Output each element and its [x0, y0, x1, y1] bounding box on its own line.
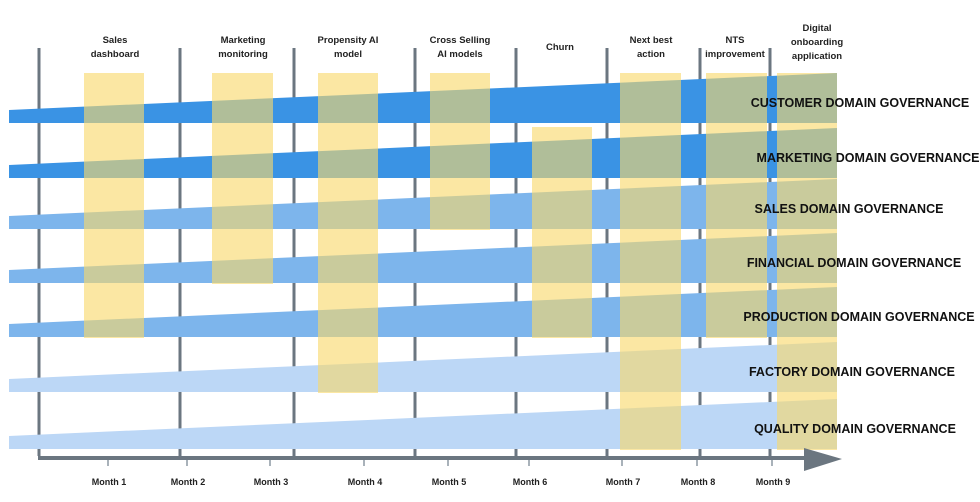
project-bar-churn	[532, 127, 592, 338]
lane-label-customer-domain-governance: CUSTOMER DOMAIN GOVERNANCE	[751, 96, 970, 110]
month-label-month-1: Month 1	[92, 477, 127, 487]
project-bar-sales-dashboard	[84, 73, 144, 338]
timeline-axis	[38, 448, 842, 471]
month-label-month-8: Month 8	[681, 477, 716, 487]
project-label-sales-dashboard: Sales dashboard	[91, 35, 140, 60]
month-label-month-3: Month 3	[254, 477, 289, 487]
lane-label-financial-domain-governance: FINANCIAL DOMAIN GOVERNANCE	[747, 256, 961, 270]
project-label-nts-improvement: NTS improvement	[705, 35, 765, 60]
project-label-cross-selling-ai-models: Cross Selling AI models	[430, 35, 491, 60]
lane-label-marketing-domain-governance: MARKETING DOMAIN GOVERNANCE	[757, 151, 980, 165]
lane-band-quality-domain-governance	[9, 399, 837, 449]
project-bar-propensity-ai-model	[318, 73, 378, 393]
project-label-digital-onboarding-application: Digital onboarding application	[791, 23, 843, 62]
project-label-marketing-monitoring: Marketing monitoring	[218, 35, 268, 60]
project-columns	[84, 73, 837, 450]
lane-label-factory-domain-governance: FACTORY DOMAIN GOVERNANCE	[749, 365, 955, 379]
month-label-month-7: Month 7	[606, 477, 641, 487]
project-labels: Sales dashboard Marketing monitoring Propens…	[91, 23, 844, 62]
project-label-churn: Churn	[546, 42, 574, 53]
project-label-propensity-ai-model: Propensity AI model	[318, 35, 379, 60]
lane-band-factory-domain-governance	[9, 342, 837, 392]
lane-label-production-domain-governance: PRODUCTION DOMAIN GOVERNANCE	[743, 310, 974, 324]
project-label-next-best-action: Next best action	[630, 35, 674, 60]
governance-lane-labels: CUSTOMER DOMAIN GOVERNANCE MARKETING DOMA…	[743, 96, 979, 436]
project-bar-next-best-action	[620, 73, 681, 450]
project-bar-nts-improvement	[706, 73, 767, 338]
month-labels: Month 1 Month 2 Month 3 Month 4 Month 5 Month…	[92, 477, 791, 487]
lane-label-quality-domain-governance: QUALITY DOMAIN GOVERNANCE	[754, 422, 956, 436]
month-label-month-4: Month 4	[348, 477, 383, 487]
project-bar-cross-selling-ai-models	[430, 73, 490, 230]
project-bar-digital-onboarding-application	[777, 73, 837, 450]
month-label-month-2: Month 2	[171, 477, 206, 487]
timeline-arrow-head	[804, 448, 842, 471]
month-label-month-6: Month 6	[513, 477, 548, 487]
lane-label-sales-domain-governance: SALES DOMAIN GOVERNANCE	[755, 202, 944, 216]
month-label-month-5: Month 5	[432, 477, 467, 487]
month-label-month-9: Month 9	[756, 477, 791, 487]
project-bar-marketing-monitoring	[212, 73, 273, 284]
